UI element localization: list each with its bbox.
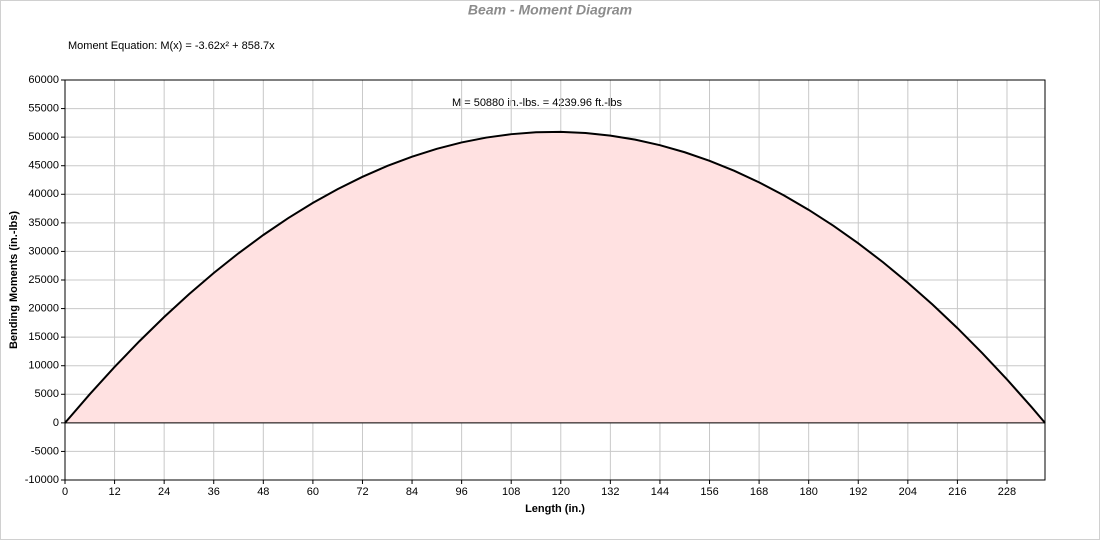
y-tick-label: 35000: [28, 217, 59, 229]
annotation: Moment Equation: M(x) = -3.62x² + 858.7x: [68, 40, 275, 52]
x-tick-label: 60: [307, 486, 319, 498]
y-tick-label: -5000: [31, 445, 59, 457]
x-tick-label: 48: [257, 486, 269, 498]
y-tick-label: 0: [53, 417, 59, 429]
x-tick-label: 12: [108, 486, 120, 498]
y-axis-title: Bending Moments (in.-lbs): [8, 211, 20, 349]
x-tick-label: 228: [998, 486, 1016, 498]
y-tick-label: 30000: [28, 245, 59, 257]
plot-frame: [64, 79, 1046, 481]
y-tick-label: 50000: [28, 131, 59, 143]
x-tick-label: 192: [849, 486, 867, 498]
x-tick-label: 72: [356, 486, 368, 498]
y-tick-label: 40000: [28, 188, 59, 200]
y-tick-label: 15000: [28, 331, 59, 343]
y-tick-label: -10000: [25, 474, 59, 486]
chart-title: Beam - Moment Diagram: [468, 2, 632, 18]
y-tick-label: 20000: [28, 302, 59, 314]
y-tick-label: 45000: [28, 160, 59, 172]
x-tick-label: 216: [948, 486, 966, 498]
x-tick-label: 0: [62, 486, 68, 498]
peak-label: M = 50880 in.-lbs. = 4239.96 ft.-lbs: [452, 97, 622, 109]
y-tick-label: 5000: [35, 388, 59, 400]
y-tick-label: 55000: [28, 102, 59, 114]
area-fill: [65, 131, 1045, 423]
x-tick-label: 24: [158, 486, 170, 498]
y-tick-label: 10000: [28, 360, 59, 372]
x-tick-label: 168: [750, 486, 768, 498]
moment-line: [64, 130, 1046, 424]
x-tick-label: 108: [502, 486, 520, 498]
x-tick-label: 156: [700, 486, 718, 498]
x-tick-label: 204: [899, 486, 917, 498]
x-tick-label: 120: [552, 486, 570, 498]
x-axis-title: Length (in.): [525, 503, 585, 515]
x-tick-label: 84: [406, 486, 418, 498]
x-tick-label: 144: [651, 486, 669, 498]
x-tick-label: 96: [456, 486, 468, 498]
y-tick-label: 25000: [28, 274, 59, 286]
x-tick-label: 180: [799, 486, 817, 498]
x-tick-label: 132: [601, 486, 619, 498]
y-tick-label: 60000: [28, 74, 59, 86]
x-tick-label: 36: [208, 486, 220, 498]
